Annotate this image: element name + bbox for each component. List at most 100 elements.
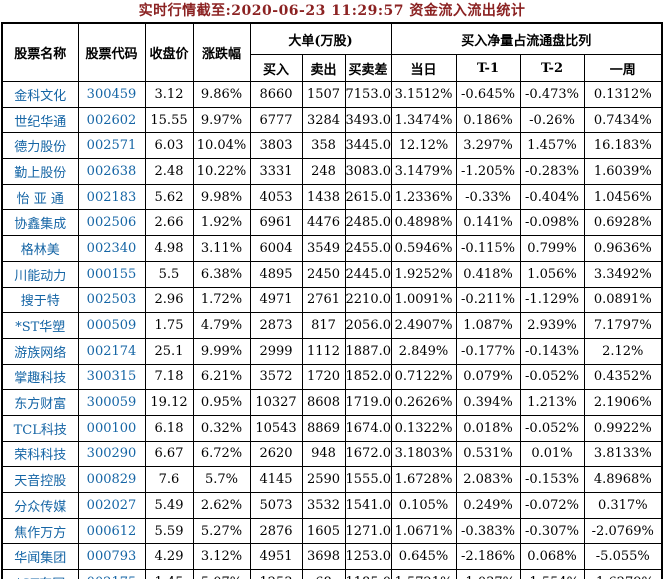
cell-buy-sell-diff: 2485.0: [344, 209, 392, 237]
cell-buy-volume: 10543: [249, 414, 303, 442]
cell-stock-name: 德力股份: [1, 132, 79, 160]
cell-close-price: 1.45: [144, 569, 194, 579]
cell-sell-volume: 817: [301, 312, 346, 339]
cell-ratio-week: 16.183%: [583, 132, 663, 160]
cell-stock-code: 002506: [77, 209, 146, 237]
cell-sell-volume: 8869: [301, 414, 346, 442]
cell-sell-volume: 8608: [301, 389, 346, 416]
cell-ratio-t1: -0.177%: [455, 337, 521, 365]
header-group-row: 股票名称 股票代码 收盘价 涨跌幅 大单(万股) 买入净量占流通盘比列: [1, 22, 663, 82]
col-header-buy-sell-diff: 买卖差: [344, 54, 392, 82]
cell-change-pct: 10.04%: [192, 132, 251, 160]
cell-ratio-t2: -0.153%: [519, 466, 585, 493]
table-row: 焦作万方 000612 5.59 5.27% 2876 1605 1271.0 …: [1, 517, 663, 545]
cell-buy-volume: 2873: [249, 312, 303, 339]
cell-ratio-t1: 1.087%: [455, 312, 521, 339]
cell-change-pct: 1.92%: [192, 209, 251, 237]
cell-buy-sell-diff: 1541.0: [344, 492, 392, 519]
cell-ratio-t1: 0.186%: [455, 106, 521, 134]
col-header-stock-code: 股票代码: [77, 22, 146, 82]
table-row: TCL科技 000100 6.18 0.32% 10543 8869 1674.…: [1, 414, 663, 442]
cell-ratio-t1: -0.211%: [455, 286, 521, 314]
cell-stock-name: 东方财富: [1, 389, 79, 416]
cell-buy-sell-diff: 1555.0: [344, 466, 392, 493]
table-row: 荣科科技 300290 6.67 6.72% 2620 948 1672.0 3…: [1, 440, 663, 468]
cell-stock-name: 掌趣科技: [1, 363, 79, 391]
table-row: 川能动力 000155 5.5 6.38% 4895 2450 2445.0 1…: [1, 260, 663, 288]
cell-change-pct: 6.72%: [192, 440, 251, 468]
cell-ratio-day: 0.2626%: [390, 389, 457, 416]
cell-stock-name: 游族网络: [1, 337, 79, 365]
cell-stock-name: 华闻集团: [1, 543, 79, 571]
cell-ratio-t1: 3.297%: [455, 132, 521, 160]
cell-ratio-week: 0.317%: [583, 492, 663, 519]
page-title: 实时行情截至:2020-06-23 11:29:57 资金流入流出统计: [138, 3, 526, 19]
cell-ratio-week: 0.9922%: [583, 414, 663, 442]
table-row: 东方财富 300059 19.12 0.95% 10327 8608 1719.…: [1, 389, 663, 416]
cell-close-price: 2.66: [144, 209, 194, 237]
cell-stock-name: 川能动力: [1, 260, 79, 288]
cell-ratio-week: 0.1312%: [583, 81, 663, 108]
cell-close-price: 6.67: [144, 440, 194, 468]
cell-close-price: 5.62: [144, 183, 194, 211]
cell-stock-code: 002503: [77, 286, 146, 314]
cell-ratio-t2: -0.473%: [519, 81, 585, 108]
cell-stock-name: 格林美: [1, 235, 79, 262]
col-group-net-buy-ratio: 买入净量占流通盘比列: [390, 22, 663, 55]
cell-ratio-t1: -0.115%: [455, 235, 521, 262]
col-header-stock-name: 股票名称: [1, 22, 79, 82]
cell-buy-volume: 2999: [249, 337, 303, 365]
cell-change-pct: 9.98%: [192, 183, 251, 211]
cell-buy-volume: 6777: [249, 106, 303, 134]
cell-buy-sell-diff: 2056.0: [344, 312, 392, 339]
cell-stock-name: 荣科科技: [1, 440, 79, 468]
cell-sell-volume: 68: [301, 569, 346, 579]
col-header-buy: 买入: [249, 54, 303, 82]
cell-sell-volume: 2590: [301, 466, 346, 493]
cell-ratio-t1: 0.079%: [455, 363, 521, 391]
cell-buy-volume: 2876: [249, 517, 303, 545]
cell-ratio-t2: -0.052%: [519, 414, 585, 442]
cell-buy-volume: 4053: [249, 183, 303, 211]
cell-ratio-t2: -0.404%: [519, 183, 585, 211]
cell-close-price: 5.5: [144, 260, 194, 288]
cell-buy-sell-diff: 2210.0: [344, 286, 392, 314]
cell-ratio-week: 0.6928%: [583, 209, 663, 237]
cell-change-pct: 6.21%: [192, 363, 251, 391]
cell-ratio-day: 0.105%: [390, 492, 457, 519]
cell-ratio-day: 0.645%: [390, 543, 457, 571]
cell-stock-code: 300315: [77, 363, 146, 391]
cell-buy-volume: 6961: [249, 209, 303, 237]
cell-buy-volume: 4951: [249, 543, 303, 571]
cell-change-pct: 9.97%: [192, 106, 251, 134]
cell-ratio-day: 1.9252%: [390, 260, 457, 288]
cell-close-price: 7.6: [144, 466, 194, 493]
table-row: 格林美 002340 4.98 3.11% 6004 3549 2455.0 0…: [1, 235, 663, 262]
cell-ratio-day: 3.1512%: [390, 81, 457, 108]
cell-ratio-t1: 0.018%: [455, 414, 521, 442]
cell-buy-volume: 4971: [249, 286, 303, 314]
cell-buy-sell-diff: 1271.0: [344, 517, 392, 545]
cell-buy-volume: 8660: [249, 81, 303, 108]
cell-sell-volume: 358: [301, 132, 346, 160]
table-body: 金科文化 300459 3.12 9.86% 8660 1507 7153.0 …: [1, 81, 663, 579]
table-row: 华闻集团 000793 4.29 3.12% 4951 3698 1253.0 …: [1, 543, 663, 571]
cell-close-price: 4.29: [144, 543, 194, 571]
cell-close-price: 7.18: [144, 363, 194, 391]
cell-buy-sell-diff: 7153.0: [344, 81, 392, 108]
cell-buy-sell-diff: 2455.0: [344, 235, 392, 262]
cell-ratio-t1: -1.037%: [455, 569, 521, 579]
cell-buy-sell-diff: 3493.0: [344, 106, 392, 134]
cell-ratio-week: 3.3492%: [583, 260, 663, 288]
cell-ratio-week: 1.0456%: [583, 183, 663, 211]
cell-ratio-t2: 0.068%: [519, 543, 585, 571]
cell-sell-volume: 248: [301, 158, 346, 185]
cell-buy-sell-diff: 2445.0: [344, 260, 392, 288]
col-header-t1: T-1: [455, 54, 521, 82]
cell-change-pct: 0.95%: [192, 389, 251, 416]
cell-change-pct: 0.32%: [192, 414, 251, 442]
cell-ratio-t2: -0.283%: [519, 158, 585, 185]
cell-ratio-week: 2.12%: [583, 337, 663, 365]
